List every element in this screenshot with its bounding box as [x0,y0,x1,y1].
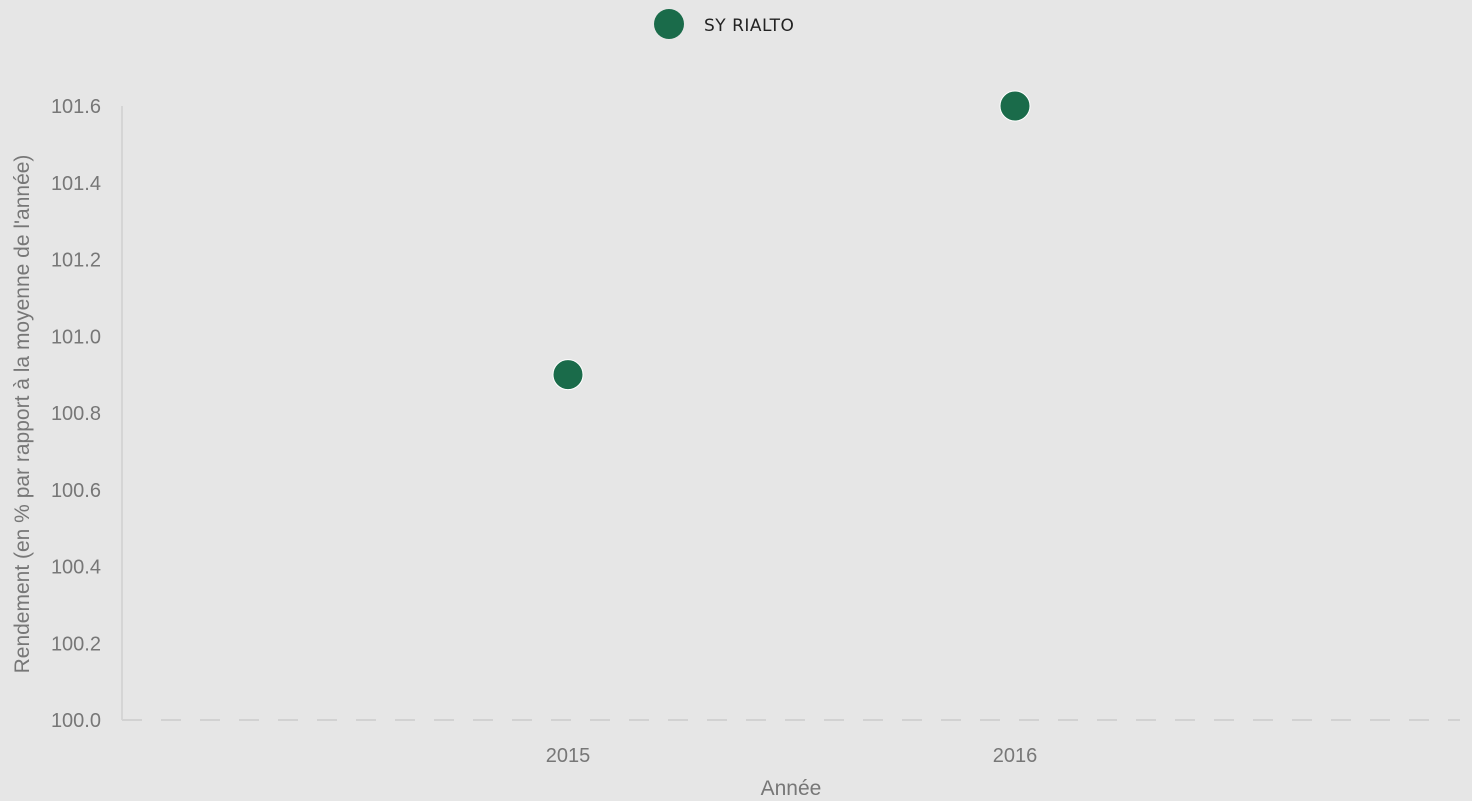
x-tick-label: 2015 [546,745,591,767]
legend-marker-sy-rialto [654,9,684,39]
x-tick-labels: 2015 2016 [546,745,1038,767]
y-axis-title: Rendement (en % par rapport à la moyenne… [11,155,34,674]
legend[interactable]: SY RIALTO [654,9,794,39]
x-tick-label: 2016 [993,745,1038,767]
y-tick-label: 101.0 [51,326,101,348]
y-tick-label: 100.8 [51,403,101,425]
legend-label-sy-rialto: SY RIALTO [704,16,794,36]
y-tick-label: 100.4 [51,557,101,579]
data-points [552,90,1031,391]
x-axis-title: Année [761,777,822,800]
y-tick-label: 100.0 [51,710,101,732]
y-tick-label: 100.6 [51,480,101,502]
y-tick-label: 101.4 [51,173,101,195]
y-tick-label: 101.2 [51,250,101,272]
y-tick-label: 100.2 [51,633,101,655]
data-point-2015[interactable] [552,359,584,391]
y-tick-label: 101.6 [51,96,101,118]
y-tick-labels: 100.0 100.2 100.4 100.6 100.8 101.0 101.2 101.4… [51,96,101,732]
data-point-2016[interactable] [999,90,1031,122]
